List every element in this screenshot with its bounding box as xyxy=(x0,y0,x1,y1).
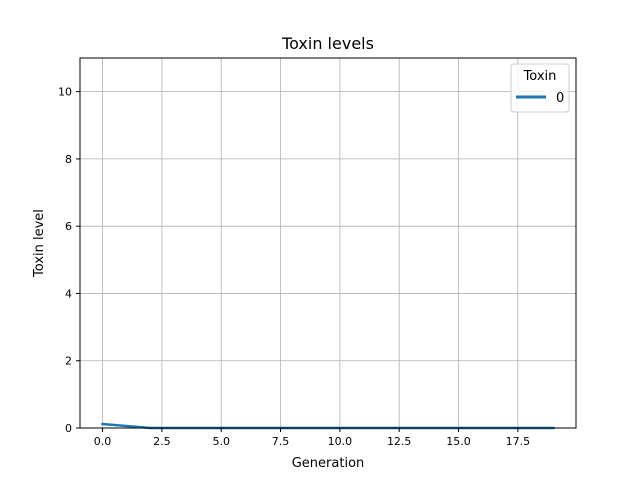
x-tick-label: 12.5 xyxy=(387,435,412,448)
y-axis-label: Toxin level xyxy=(32,209,47,278)
y-tick-label: 4 xyxy=(65,287,72,300)
y-tick-label: 6 xyxy=(65,220,72,233)
legend-label: 0 xyxy=(556,91,564,106)
x-tick-label: 10.0 xyxy=(328,435,353,448)
legend-box xyxy=(510,63,570,113)
x-tick-label: 15.0 xyxy=(446,435,471,448)
axes: 0.0 2.5 5.0 7.5 10.0 12.5 15.0 17.5 0 2 4 6 8 10 xyxy=(58,57,577,448)
y-tick-label: 2 xyxy=(65,355,72,368)
data-point xyxy=(125,425,127,427)
data-point xyxy=(101,423,104,425)
chart-title: Toxin levels xyxy=(281,34,374,53)
y-tick-label: 8 xyxy=(65,153,72,166)
x-tick-label: 2.5 xyxy=(153,435,171,448)
x-tick-label: 0.0 xyxy=(94,435,112,448)
x-axis-label: Generation xyxy=(292,456,365,471)
x-tick-label: 5.0 xyxy=(212,435,230,448)
x-tick-label: 7.5 xyxy=(272,435,290,448)
legend: Toxin 0 xyxy=(510,63,570,113)
y-tick-label: 0 xyxy=(65,422,72,435)
y-tick-label: 10 xyxy=(58,86,72,99)
plot-area xyxy=(80,58,576,428)
legend-title: Toxin xyxy=(523,69,557,84)
axes-frame xyxy=(79,57,577,429)
x-tick-label: 17.5 xyxy=(506,435,531,448)
